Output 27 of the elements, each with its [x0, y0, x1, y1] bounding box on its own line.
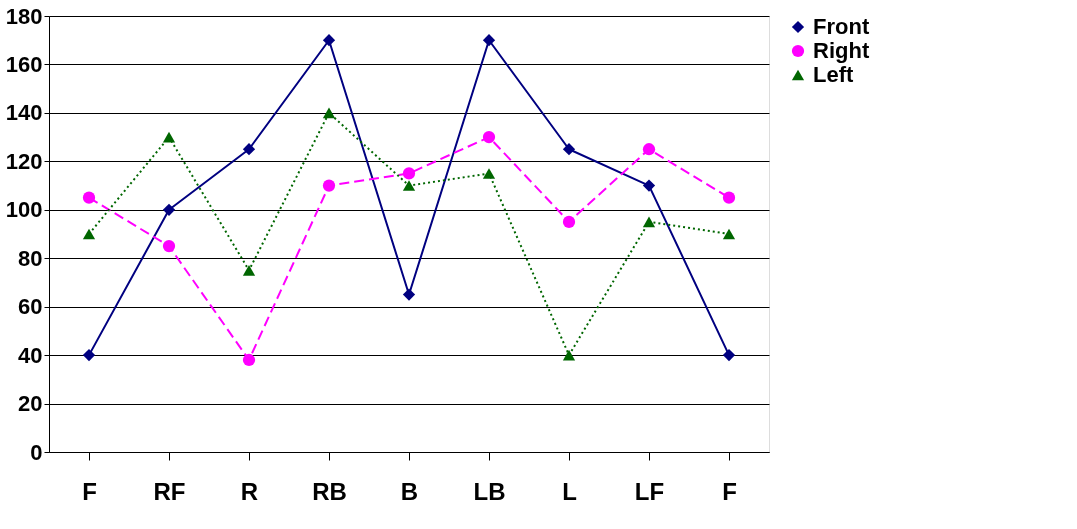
x-tick-label: LF: [634, 477, 665, 505]
y-tick-label: 180: [5, 3, 43, 29]
point: [242, 265, 256, 276]
point: [82, 348, 96, 362]
x-tick-label: LB: [473, 477, 506, 505]
x-tick-label: F: [82, 477, 97, 505]
x-tick-label: R: [240, 477, 259, 505]
y-tick-label: 120: [5, 148, 43, 174]
y-tick-label: 60: [18, 294, 43, 320]
x-tick-label: F: [722, 477, 737, 505]
x-tick-label: RB: [312, 477, 347, 505]
legend-label: Front: [813, 14, 870, 39]
point: [402, 180, 416, 191]
x-tick-label: B: [400, 477, 419, 505]
legend-label: Left: [813, 62, 854, 87]
y-tick-label: 80: [18, 245, 43, 271]
y-tick-label: 0: [30, 439, 43, 465]
point: [722, 348, 736, 362]
y-tick-label: 160: [5, 51, 43, 77]
y-tick-label: 40: [18, 342, 43, 368]
x-tick-label: L: [562, 477, 577, 505]
y-tick-label: 100: [5, 197, 43, 223]
y-tick-label: 20: [18, 391, 43, 417]
x-tick-label: RF: [153, 477, 186, 505]
y-tick-label: 140: [5, 100, 43, 126]
point: [482, 168, 496, 179]
legend-label: Right: [813, 38, 870, 63]
